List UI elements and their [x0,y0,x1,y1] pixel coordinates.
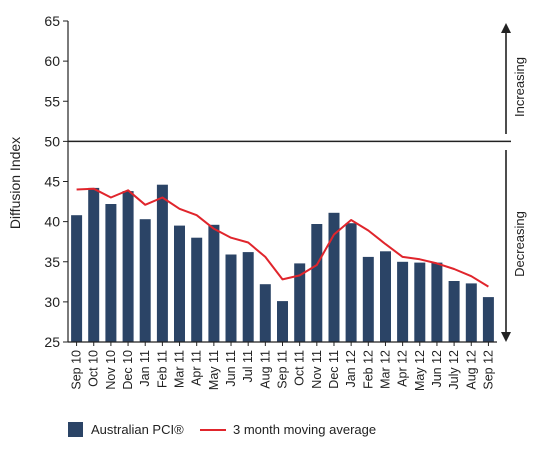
y-tick-label: 50 [44,133,60,149]
y-tick-label: 65 [44,13,60,29]
x-tick-label: Jun 11 [224,350,238,387]
decreasing-label: Decreasing [512,211,527,277]
bar-jul-11 [242,252,254,342]
y-tick-label: 55 [44,93,60,109]
x-tick-label: Mar 12 [379,350,393,389]
legend: Australian PCI® 3 month moving average [68,422,376,437]
bar-apr-11 [191,237,203,342]
bar-jan-11 [139,219,151,342]
x-tick-label: July 12 [447,350,461,390]
y-tick-label: 40 [44,214,60,230]
x-tick-label: Dec 11 [327,350,341,389]
x-tick-label: Jun 12 [430,350,444,388]
bar-dec-11 [328,212,340,342]
x-tick-label: Nov 11 [310,350,324,389]
legend-bar-swatch [68,422,83,437]
bar-nov-11 [311,224,323,342]
y-tick-label: 60 [44,53,60,69]
x-tick-label: Sep 12 [481,350,495,390]
bar-july-12 [448,281,460,342]
x-tick-label: Aug 11 [258,350,272,389]
y-tick-label: 35 [44,254,60,270]
y-axis-label-group: Diffusion Index [7,137,23,229]
bar-aug-12 [465,283,477,342]
legend-bar-label: Australian PCI® [91,422,184,437]
bar-mar-11 [174,225,185,342]
x-tick-label: May 11 [207,350,221,390]
bar-may-12 [414,262,426,342]
bar-oct-10 [88,187,100,342]
bar-jun-11 [225,254,237,342]
x-tick-label: Sep 10 [70,350,84,390]
x-tick-label: Jul 11 [241,350,255,382]
x-tick-label: Oct 11 [293,350,307,386]
bar-feb-11 [156,184,168,342]
bar-oct-11 [294,263,306,342]
bar-sep-11 [277,301,288,342]
bar-dec-10 [122,191,134,342]
bar-sep-12 [482,297,494,342]
y-tick-labels: 25 30 35 40 45 50 55 60 65 [44,13,68,350]
x-tick-label: Mar 11 [173,350,187,388]
bar-series [71,184,494,343]
x-tick-label: Sep 11 [276,350,290,389]
x-tick-label: Jan 11 [138,350,152,387]
y-tick-label: 30 [44,294,60,310]
up-arrow-icon [501,23,511,33]
x-tick-label: Feb 12 [361,350,375,389]
bar-jan-12 [345,223,357,342]
bar-aug-11 [259,284,271,342]
y-axis-label: Diffusion Index [7,137,23,229]
increasing-label: Increasing [512,57,527,117]
bar-feb-12 [362,256,374,342]
bar-nov-10 [105,204,117,342]
x-tick-label: Jan 12 [344,350,358,388]
x-tick-label: Oct 10 [87,350,101,387]
x-tick-label: May 12 [413,350,427,391]
y-tick-label: 45 [44,174,60,190]
legend-line-label: 3 month moving average [233,422,376,437]
bar-mar-12 [380,251,391,342]
moving-average-line [76,187,489,288]
bar-jun-12 [431,262,443,342]
y-tick-label: 25 [44,334,60,350]
bar-may-11 [208,224,220,342]
bar-apr-12 [397,261,409,343]
x-tick-label: Nov 10 [104,350,118,390]
x-tick-labels: Sep 10 Oct 10 Nov 10 Dec 10 Jan 11 Feb 11 Mar … [70,342,495,391]
down-arrow-icon [501,332,511,342]
bar-sep-10 [71,215,83,342]
x-tick-label: Apr 11 [190,350,204,386]
x-tick-label: Apr 12 [396,350,410,387]
moving-average-series [76,187,489,288]
x-tick-label: Dec 10 [121,350,135,390]
direction-indicators: Increasing Decreasing [501,23,527,342]
x-tick-label: Feb 11 [155,350,169,388]
x-tick-label: Aug 12 [464,350,478,390]
